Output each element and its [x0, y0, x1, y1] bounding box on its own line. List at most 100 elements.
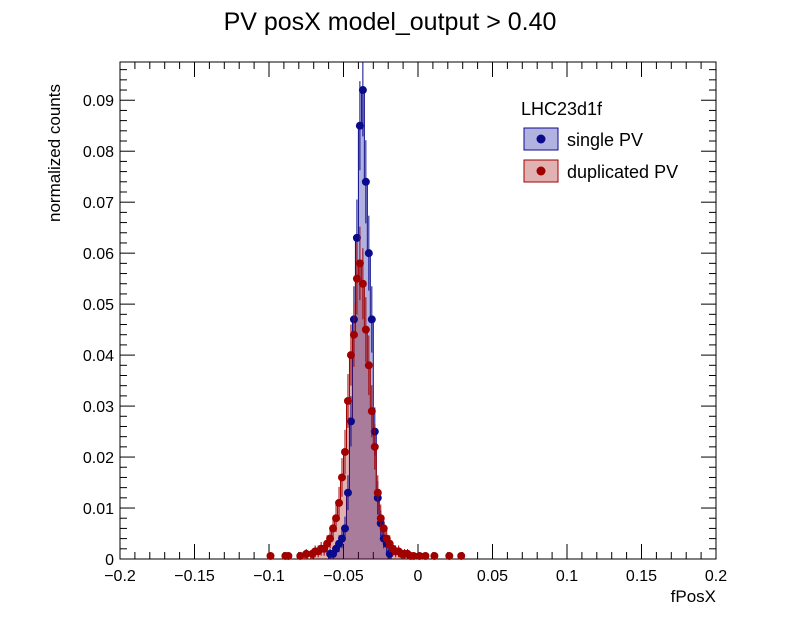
- marker: [343, 396, 352, 405]
- marker: [355, 121, 364, 130]
- data-point: [340, 516, 349, 541]
- x-tick-label: −0.2: [104, 568, 136, 585]
- data-point: [343, 374, 352, 428]
- legend-marker: [536, 134, 546, 144]
- data-point: [364, 335, 373, 396]
- marker: [457, 551, 466, 560]
- marker: [346, 417, 355, 426]
- data-point: [326, 528, 335, 549]
- marker: [409, 551, 418, 560]
- marker: [364, 249, 373, 258]
- data-point: [343, 475, 352, 511]
- y-tick-label: 0.03: [83, 399, 114, 416]
- x-tick-label: 0: [414, 568, 423, 585]
- data-point: [361, 297, 370, 363]
- data-point: [373, 475, 382, 511]
- marker: [343, 488, 352, 497]
- legend-entry: duplicated PV: [523, 159, 678, 183]
- marker: [361, 325, 370, 334]
- y-axis-label: normalized counts: [45, 84, 64, 222]
- marker: [329, 524, 338, 533]
- data-point: [367, 286, 376, 353]
- marker: [352, 233, 361, 242]
- data-point: [361, 140, 370, 224]
- data-point: [358, 248, 367, 320]
- marker: [338, 534, 347, 543]
- y-tick-label: 0.02: [83, 450, 114, 467]
- y-tick-label: 0.05: [83, 297, 114, 314]
- data-point: [367, 385, 376, 438]
- legend-label: single PV: [567, 130, 643, 150]
- x-tick-label: 0.2: [705, 568, 727, 585]
- x-tick-label: −0.05: [323, 568, 364, 585]
- marker: [421, 551, 430, 560]
- marker: [266, 551, 275, 560]
- x-tick-label: −0.1: [253, 568, 285, 585]
- y-tick-label: 0.04: [83, 348, 114, 365]
- data-point: [355, 81, 364, 171]
- marker: [361, 177, 370, 186]
- data-point: [358, 62, 367, 137]
- marker: [284, 551, 293, 560]
- marker: [349, 330, 358, 339]
- legend-label: duplicated PV: [567, 162, 678, 182]
- data-point: [415, 551, 424, 560]
- data-point: [332, 504, 341, 532]
- data-point: [352, 242, 361, 315]
- marker: [367, 315, 376, 324]
- y-tick-label: 0.01: [83, 501, 114, 518]
- data-point: [266, 551, 275, 560]
- marker: [358, 86, 367, 95]
- x-tick-label: −0.15: [174, 568, 215, 585]
- marker: [332, 514, 341, 523]
- y-tick-label: 0.09: [83, 93, 114, 110]
- x-axis-label: fPosX: [671, 587, 716, 606]
- data-point: [421, 551, 430, 560]
- y-tick-label: 0.07: [83, 195, 114, 212]
- data-point: [409, 551, 418, 560]
- marker: [338, 473, 347, 482]
- axis-ticks: [119, 62, 717, 560]
- data-point: [335, 486, 344, 519]
- marker: [302, 549, 311, 558]
- marker: [367, 407, 376, 416]
- data-point: [430, 551, 439, 560]
- marker: [445, 551, 454, 560]
- x-tick-label: 0.1: [556, 568, 578, 585]
- legend-marker: [536, 166, 546, 176]
- marker: [346, 351, 355, 360]
- legend: LHC23d1f single PV duplicated PV: [521, 99, 678, 183]
- marker: [340, 447, 349, 456]
- tick-labels: −0.2 −0.15 −0.1 −0.05 0 0.05 0.1 0.15 0.2 0 0.01 0.…: [83, 93, 727, 585]
- marker: [358, 279, 367, 288]
- marker: [379, 524, 388, 533]
- marker: [415, 551, 424, 560]
- marker: [376, 514, 385, 523]
- legend-entry: single PV: [523, 127, 643, 151]
- marker: [364, 361, 373, 370]
- y-tick-label: 0.06: [83, 246, 114, 263]
- y-tick-label: 0.08: [83, 144, 114, 161]
- marker: [370, 442, 379, 451]
- data-point: [338, 458, 347, 497]
- data-point: [302, 549, 311, 559]
- data-point: [445, 551, 454, 560]
- x-tick-label: 0.05: [477, 568, 508, 585]
- marker: [335, 498, 344, 507]
- data-point: [346, 396, 355, 447]
- legend-title: LHC23d1f: [521, 99, 603, 119]
- marker: [430, 551, 439, 560]
- x-tick-label: 0.15: [626, 568, 657, 585]
- data-point: [370, 424, 379, 470]
- data-point: [355, 226, 364, 301]
- data-point: [284, 551, 293, 560]
- marker: [373, 488, 382, 497]
- marker: [352, 274, 361, 283]
- data-point: [364, 215, 373, 291]
- data-point: [340, 429, 349, 475]
- data-points: [266, 62, 466, 560]
- data-point: [338, 528, 347, 549]
- marker: [340, 524, 349, 533]
- data-point: [457, 551, 466, 560]
